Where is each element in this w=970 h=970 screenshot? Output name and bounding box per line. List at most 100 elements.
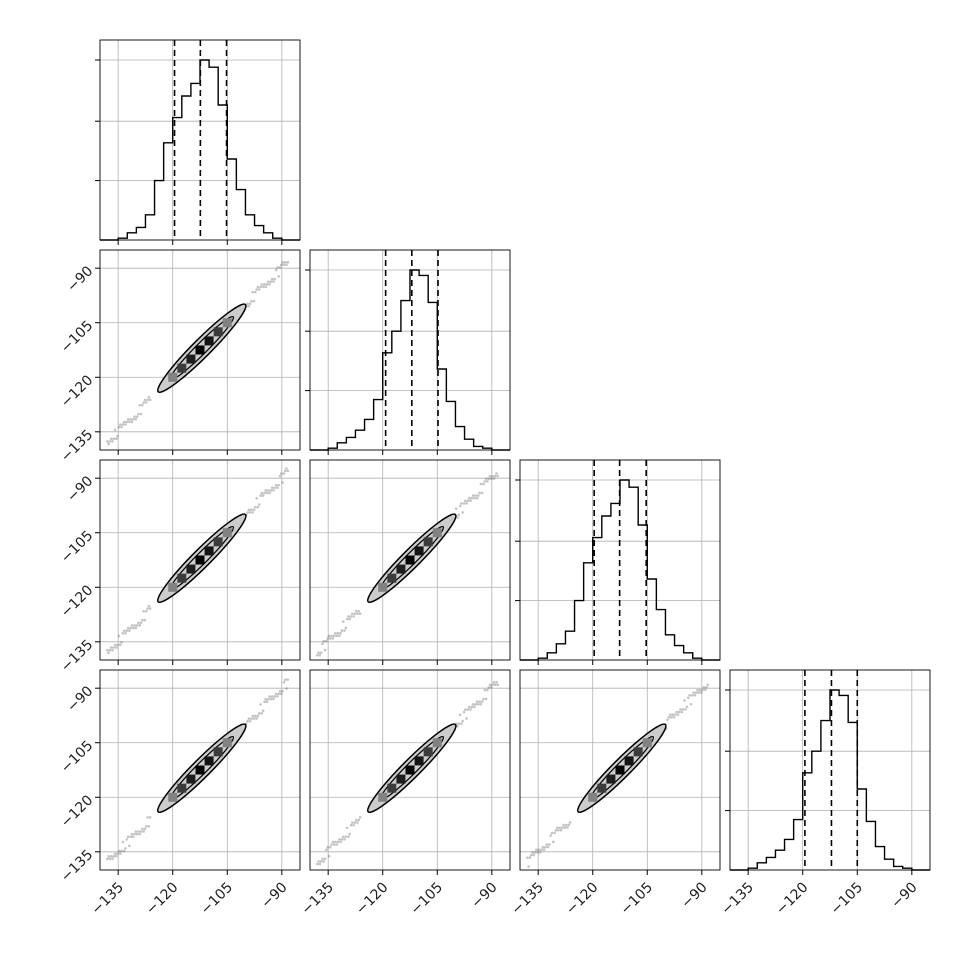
scatter-point xyxy=(118,423,122,426)
scatter-point xyxy=(480,700,484,703)
scatter-point xyxy=(120,425,123,429)
scatter-point xyxy=(279,472,283,475)
scatter-point xyxy=(281,261,284,264)
scatter-point xyxy=(343,837,346,841)
scatter-point xyxy=(554,829,558,832)
scatter-point xyxy=(259,703,262,706)
x-tick-label: −105 xyxy=(408,880,447,919)
scatter-point xyxy=(134,830,138,833)
scatter-point xyxy=(345,826,349,830)
y-tick-label: −105 xyxy=(58,738,97,777)
x-tick-label: −120 xyxy=(773,880,812,919)
scatter-point xyxy=(133,415,136,419)
scatter-point xyxy=(282,263,286,267)
scatter-point xyxy=(470,705,474,709)
density-cell xyxy=(396,564,406,574)
scatter-point xyxy=(255,496,258,500)
scatter-point xyxy=(118,643,122,647)
scatter-point xyxy=(483,480,487,483)
scatter-point xyxy=(336,840,340,844)
scatter-point xyxy=(121,632,125,635)
scatter-point xyxy=(247,304,251,308)
scatter-point xyxy=(276,695,279,698)
scatter-point xyxy=(475,700,479,704)
scatter-point xyxy=(541,845,545,849)
density-cell xyxy=(432,738,442,748)
scatter-point xyxy=(264,285,268,289)
scatter-point xyxy=(143,398,147,402)
scatter-point xyxy=(326,845,329,849)
scatter-point xyxy=(257,503,261,506)
scatter-point xyxy=(666,718,669,722)
scatter-point xyxy=(461,511,465,514)
joint-panel-2-1: −135 −120 −105 −90 xyxy=(58,249,301,465)
scatter-point xyxy=(672,715,676,719)
scatter-point xyxy=(144,401,148,404)
scatter-point xyxy=(464,499,467,503)
density-cell xyxy=(213,537,223,547)
scatter-point xyxy=(528,856,532,859)
scatter-point xyxy=(348,617,352,621)
scatter-point xyxy=(252,508,256,512)
scatter-point xyxy=(470,496,474,500)
scatter-point xyxy=(131,626,135,630)
scatter-point xyxy=(687,696,690,700)
scatter-point xyxy=(538,850,542,854)
scatter-point xyxy=(274,268,278,272)
scatter-point xyxy=(146,398,149,402)
scatter-point xyxy=(285,467,288,470)
joint-panel-3-1: −135 −120 −105 −90 xyxy=(58,459,301,676)
scatter-point xyxy=(135,832,139,836)
scatter-point xyxy=(495,680,498,684)
scatter-point xyxy=(141,827,144,831)
scatter-point xyxy=(532,853,536,857)
scatter-point xyxy=(356,821,359,824)
scatter-point xyxy=(493,474,497,478)
scatter-point xyxy=(668,713,672,717)
scatter-point xyxy=(701,688,704,692)
scatter-point xyxy=(148,607,152,610)
panel-frame xyxy=(99,459,301,661)
scatter-point xyxy=(475,496,479,500)
scatter-point xyxy=(357,609,361,613)
scatter-point xyxy=(272,489,275,492)
density-cell xyxy=(432,528,442,538)
scatter-point xyxy=(693,693,697,697)
scatter-point xyxy=(496,474,500,478)
scatter-point xyxy=(108,440,112,443)
panel-frame xyxy=(309,249,511,451)
scatter-point xyxy=(325,848,328,852)
scatter-point xyxy=(347,615,350,618)
scatter-point xyxy=(341,835,345,839)
y-tick-label: −135 xyxy=(58,637,97,676)
y-tick-label: −120 xyxy=(58,792,97,831)
scatter-point xyxy=(124,631,127,635)
scatter-point xyxy=(254,714,257,718)
scatter-point xyxy=(349,823,353,827)
scatter-point xyxy=(126,626,130,630)
scatter-point xyxy=(265,700,269,704)
scatter-point xyxy=(131,417,135,421)
scatter-point xyxy=(276,486,279,489)
density-cell xyxy=(177,363,187,373)
scatter-point xyxy=(130,420,134,424)
scatter-point xyxy=(270,277,274,281)
scatter-point xyxy=(330,634,333,638)
scatter-point xyxy=(122,420,126,424)
scatter-point xyxy=(263,283,266,286)
x-tick-label: −135 xyxy=(299,880,338,919)
scatter-point xyxy=(269,697,273,701)
scatter-point xyxy=(546,845,550,849)
y-tick-label: −105 xyxy=(58,318,97,357)
scatter-point xyxy=(138,624,142,627)
scatter-point xyxy=(677,710,681,714)
density-cell xyxy=(195,555,205,565)
panel-frame xyxy=(729,669,931,871)
scatter-point xyxy=(705,686,708,689)
scatter-point xyxy=(117,849,121,853)
scatter-point xyxy=(531,851,534,854)
density-cell xyxy=(405,555,415,565)
scatter-point xyxy=(116,852,119,855)
scatter-point xyxy=(536,851,539,854)
scatter-point xyxy=(353,612,357,616)
